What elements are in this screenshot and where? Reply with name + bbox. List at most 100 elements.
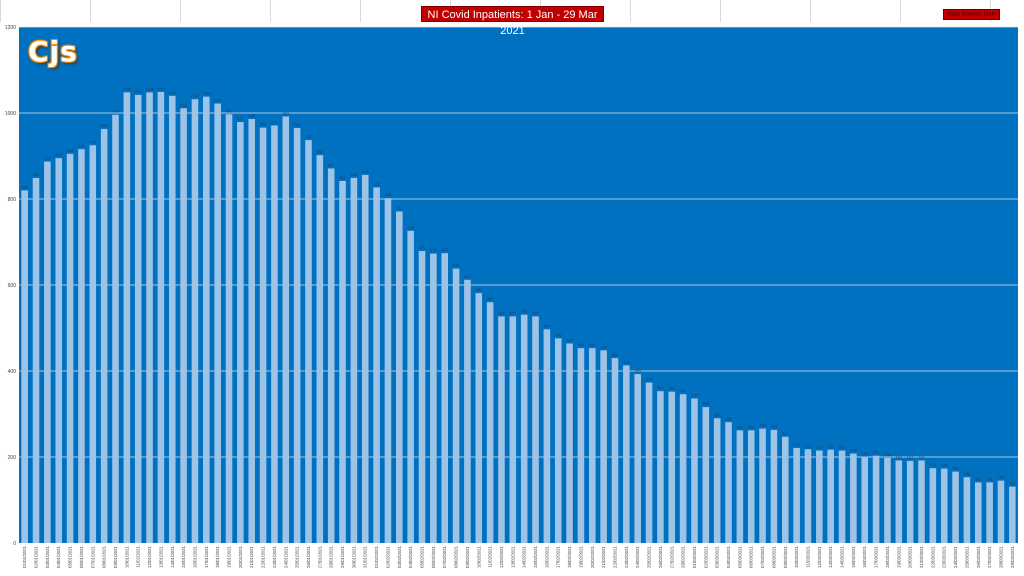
data-label: 281 — [725, 416, 732, 421]
data-label: 531 — [521, 309, 528, 314]
data-label: 215 — [816, 445, 823, 450]
data-label: 905 — [67, 148, 74, 153]
bar — [963, 477, 971, 543]
data-label: 1032 — [191, 93, 201, 98]
x-tick-label: 29/03/2021 — [1010, 545, 1015, 568]
data-label: 203 — [873, 450, 880, 455]
bar — [21, 190, 28, 543]
x-tick-label: 19/01/2021 — [227, 545, 232, 568]
data-label: 996 — [112, 109, 119, 114]
x-tick-label: 23/01/2021 — [272, 545, 277, 568]
bar — [350, 177, 358, 543]
x-tick-label: 10/02/2021 — [476, 545, 481, 568]
bar — [554, 338, 562, 543]
data-label: 638 — [453, 263, 460, 268]
x-tick-label: 25/03/2021 — [964, 545, 969, 568]
bar — [543, 329, 551, 543]
x-tick-label: 26/01/2021 — [306, 545, 311, 568]
data-label: 290 — [714, 412, 721, 417]
x-tick-label: 19/03/2021 — [896, 545, 901, 568]
x-tick-label: 05/01/2021 — [68, 545, 73, 568]
x-tick-label: 24/03/2021 — [953, 545, 958, 568]
x-tick-label: 12/02/2021 — [499, 545, 504, 568]
bar — [32, 177, 40, 543]
data-label: 201 — [861, 451, 868, 456]
data-label: 262 — [737, 424, 744, 429]
x-tick-label: 19/02/2021 — [578, 545, 583, 568]
data-label: 673 — [430, 248, 437, 253]
bar — [339, 180, 346, 543]
x-axis: 01/01/2021 02/01/2021 03/01/2021 04/01/2021… — [22, 545, 1015, 568]
data-label: 726 — [407, 225, 414, 230]
bar — [237, 122, 244, 543]
bar — [645, 382, 653, 543]
bar — [895, 460, 903, 543]
x-tick-label: 12/01/2021 — [147, 545, 152, 568]
bar — [781, 436, 789, 543]
x-tick-label: 07/01/2021 — [90, 545, 95, 568]
bar — [918, 460, 925, 543]
data-label: 192 — [895, 454, 902, 459]
x-tick-label: 21/01/2021 — [249, 545, 254, 568]
data-label: 1048 — [145, 86, 155, 91]
data-label: 679 — [419, 245, 426, 250]
data-label: 453 — [589, 342, 596, 347]
x-tick-label: 09/03/2021 — [783, 545, 788, 568]
x-tick-label: 02/01/2021 — [34, 545, 39, 568]
x-tick-label: 06/03/2021 — [749, 545, 754, 568]
data-label: 849 — [33, 172, 40, 177]
bar — [532, 316, 539, 543]
bar — [520, 314, 528, 543]
bar — [157, 91, 165, 544]
x-tick-label: 16/03/2021 — [862, 545, 867, 568]
x-tick-label: 10/01/2021 — [124, 545, 129, 568]
data-label: 992 — [282, 110, 289, 115]
data-label: 173 — [941, 463, 948, 468]
data-label: 674 — [441, 247, 448, 252]
x-tick-label: 04/02/2021 — [408, 545, 413, 568]
y-axis: 0 200 400 600 800 1000 1200 — [5, 25, 16, 547]
x-tick-label: 25/01/2021 — [295, 545, 300, 568]
x-tick-label: 17/03/2021 — [874, 545, 879, 568]
bar — [66, 153, 74, 543]
x-tick-label: 21/02/2021 — [601, 545, 606, 568]
data-label: 453 — [578, 342, 585, 347]
bar — [713, 418, 721, 543]
x-tick-label: 03/02/2021 — [397, 545, 402, 568]
x-tick-label: 03/01/2021 — [45, 545, 50, 568]
bar — [884, 457, 891, 543]
x-tick-label: 12/03/2021 — [817, 545, 822, 568]
x-tick-label: 28/02/2021 — [681, 545, 686, 568]
data-label: 871 — [328, 162, 335, 167]
data-label: 430 — [612, 352, 619, 357]
bar — [577, 348, 585, 543]
x-tick-label: 02/03/2021 — [703, 545, 708, 568]
bar — [759, 428, 766, 543]
x-tick-label: 28/03/2021 — [998, 545, 1003, 568]
bar — [78, 149, 85, 543]
bar — [180, 108, 187, 544]
data-label: 979 — [237, 116, 244, 121]
x-tick-label: 09/02/2021 — [465, 545, 470, 568]
x-tick-label: 10/03/2021 — [794, 545, 799, 568]
bar — [952, 471, 959, 543]
data-label: 373 — [646, 377, 653, 382]
bar — [986, 482, 993, 543]
data-label: 262 — [748, 424, 755, 429]
bar — [146, 92, 153, 544]
data-label: 965 — [294, 122, 301, 127]
data-label: 266 — [759, 423, 766, 428]
bar — [827, 449, 834, 543]
bar — [384, 198, 392, 543]
bar — [168, 95, 176, 544]
x-tick-label: 21/03/2021 — [919, 545, 924, 568]
y-tick-label: 1000 — [5, 111, 16, 117]
data-label: 208 — [850, 448, 857, 453]
bar — [793, 447, 800, 543]
x-tick-label: 13/03/2021 — [828, 545, 833, 568]
data-label: 937 — [305, 134, 312, 139]
data-label: 141 — [986, 476, 993, 481]
x-tick-label: 17/01/2021 — [204, 545, 209, 568]
data-label: 971 — [271, 119, 278, 124]
bar — [486, 302, 494, 543]
